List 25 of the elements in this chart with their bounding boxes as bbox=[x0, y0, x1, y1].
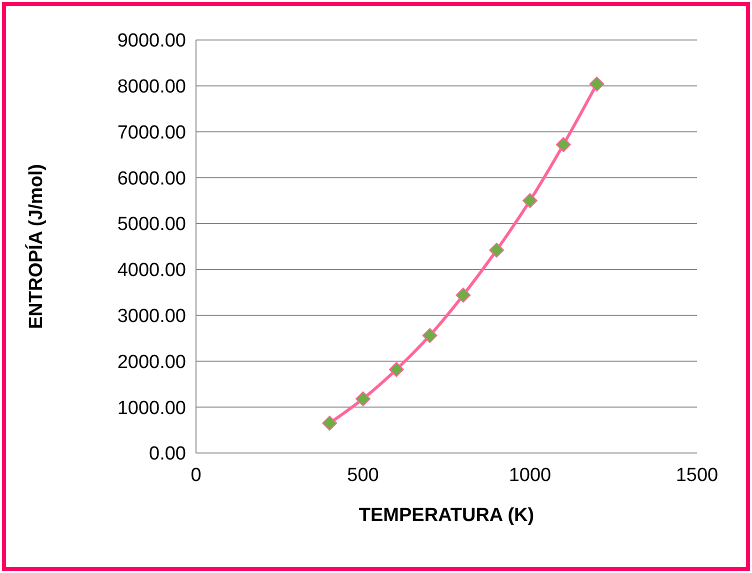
y-tick-label: 2000.00 bbox=[117, 352, 186, 373]
point bbox=[556, 137, 571, 152]
point bbox=[489, 242, 504, 258]
y-tick-label: 6000.00 bbox=[117, 168, 186, 190]
point bbox=[422, 328, 438, 344]
y-tick-label: 3000.00 bbox=[117, 306, 186, 327]
x-tick-label: 500 bbox=[347, 465, 379, 486]
x-tick-label: 0 bbox=[190, 465, 202, 486]
y-tick-label: 1000.00 bbox=[117, 398, 186, 419]
x-tick-label: 1000 bbox=[508, 465, 552, 486]
y-tick-label: 5000.00 bbox=[117, 214, 186, 236]
point bbox=[522, 193, 538, 208]
y-tick-label: 0.00 bbox=[149, 444, 186, 465]
y-tick-label: 9000.00 bbox=[117, 30, 186, 52]
point bbox=[322, 416, 338, 431]
point bbox=[456, 288, 471, 303]
x-tick-label: 1500 bbox=[676, 465, 718, 486]
point bbox=[589, 76, 604, 92]
y-tick-label: 7000.00 bbox=[117, 122, 186, 144]
x-axis-title: TEMPERATURA (K) bbox=[358, 505, 534, 526]
y-axis-title: ENTROPÍA (J/mol) bbox=[25, 164, 47, 330]
y-tick-label: 4000.00 bbox=[117, 260, 186, 282]
point bbox=[356, 391, 370, 406]
point bbox=[388, 362, 404, 377]
y-tick-label: 8000.00 bbox=[117, 76, 186, 98]
